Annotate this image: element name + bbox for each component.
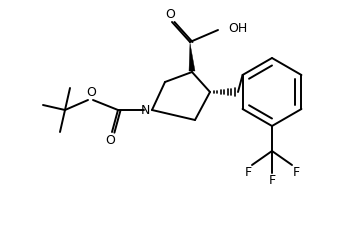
Text: F: F bbox=[245, 166, 252, 179]
Text: O: O bbox=[105, 133, 115, 146]
Text: N: N bbox=[140, 103, 150, 116]
Text: O: O bbox=[86, 85, 96, 98]
Text: O: O bbox=[165, 7, 175, 20]
Polygon shape bbox=[189, 43, 195, 71]
Text: F: F bbox=[292, 166, 300, 179]
Text: F: F bbox=[268, 174, 276, 187]
Text: OH: OH bbox=[228, 22, 247, 35]
